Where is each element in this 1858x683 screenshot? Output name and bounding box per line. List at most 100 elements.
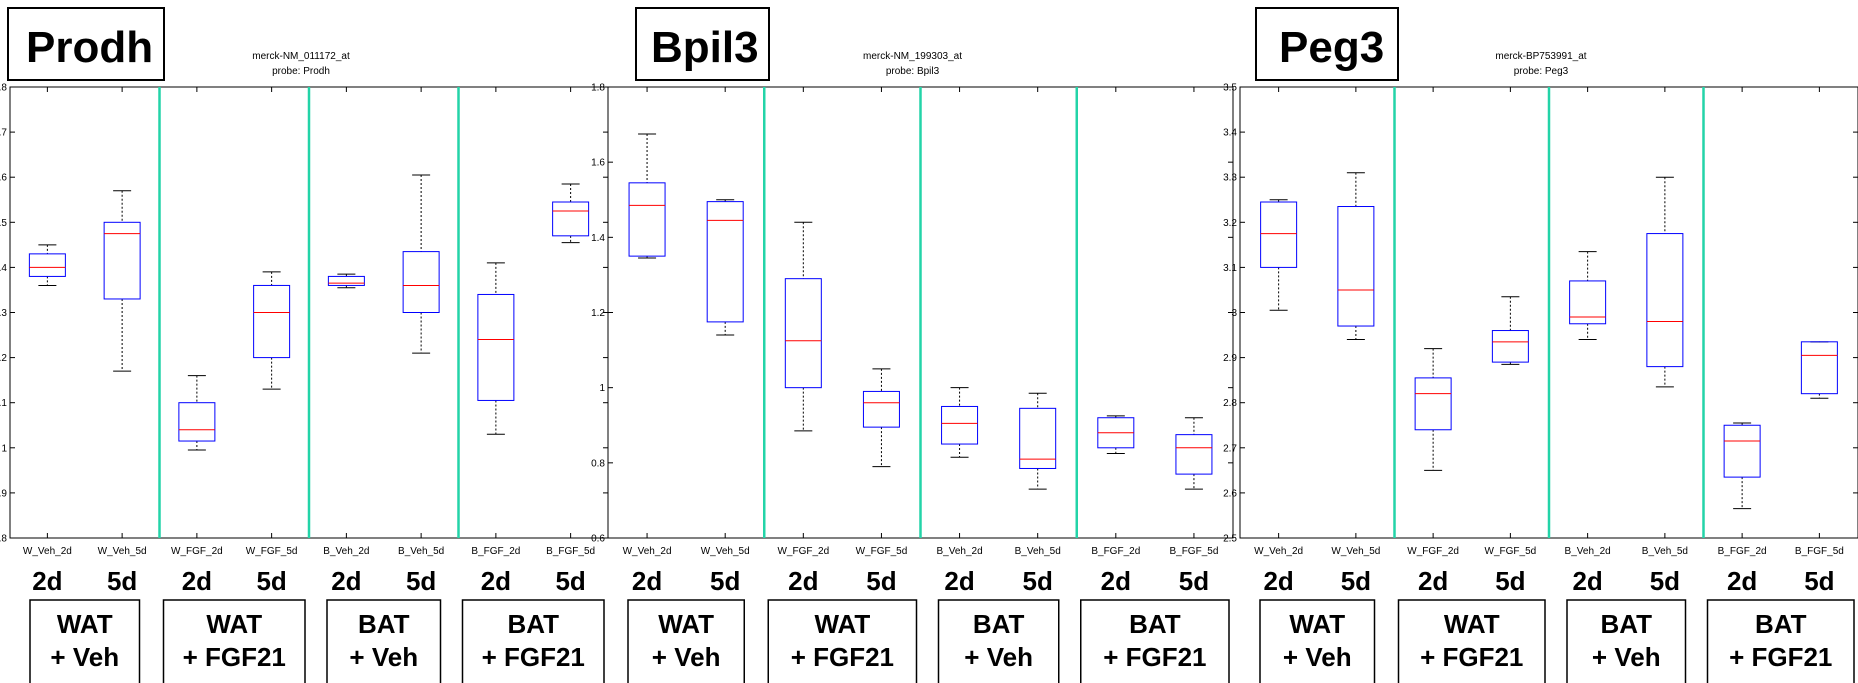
gene-label: Peg3 bbox=[1279, 23, 1384, 72]
day-label: 2d bbox=[1572, 566, 1602, 596]
group-label-box: BAT+ FGF21 bbox=[1080, 599, 1230, 683]
group-label-box: BAT+ FGF21 bbox=[461, 599, 605, 683]
group-box-frame bbox=[29, 599, 141, 683]
box-iqr bbox=[1019, 407, 1057, 469]
y-tick-label: 0.6 bbox=[591, 534, 605, 545]
group-label-box: WAT+ FGF21 bbox=[1397, 599, 1546, 683]
group-box-frame bbox=[767, 599, 918, 683]
group-label-line2: + Veh bbox=[349, 642, 418, 672]
box-iqr bbox=[941, 405, 979, 445]
group-label-line2: + FGF21 bbox=[1103, 642, 1206, 672]
y-tick-label: .4 bbox=[0, 263, 7, 274]
y-tick-label: 2.5 bbox=[1223, 534, 1237, 545]
day-label: 2d bbox=[788, 566, 818, 596]
box-iqr bbox=[402, 251, 440, 314]
y-tick-label: 3.5 bbox=[1223, 83, 1237, 94]
group-box-frame bbox=[1566, 599, 1687, 683]
y-tick-label: 3.1 bbox=[1223, 263, 1237, 274]
day-label: 2d bbox=[32, 566, 62, 596]
chart-title-line2: probe: Bpil3 bbox=[886, 66, 940, 77]
y-tick-label: .9 bbox=[0, 488, 7, 499]
group-label-line2: + Veh bbox=[652, 642, 721, 672]
y-tick-label: 1 bbox=[1, 443, 7, 454]
y-tick-label: 3.3 bbox=[1223, 173, 1237, 184]
box-iqr bbox=[1723, 424, 1761, 478]
x-tick-label: B_Veh_5d bbox=[398, 546, 444, 557]
chart-title-line2: probe: Peg3 bbox=[1514, 66, 1569, 77]
group-box-frame bbox=[162, 599, 306, 683]
y-tick-label: 0.8 bbox=[591, 458, 605, 469]
box-iqr bbox=[1337, 206, 1375, 327]
x-tick-label: W_FGF_2d bbox=[777, 546, 829, 557]
day-label: 2d bbox=[1263, 566, 1293, 596]
y-tick-label: .8 bbox=[0, 83, 7, 94]
day-label: 2d bbox=[944, 566, 974, 596]
group-label-line2: + Veh bbox=[964, 642, 1033, 672]
day-label: 5d bbox=[866, 566, 896, 596]
gene-label-box bbox=[1255, 7, 1399, 81]
box-iqr bbox=[1646, 233, 1684, 368]
group-label-line2: + FGF21 bbox=[1420, 642, 1523, 672]
group-label-box: BAT+ Veh bbox=[1566, 599, 1687, 683]
day-label: 5d bbox=[406, 566, 436, 596]
box-iqr bbox=[1175, 434, 1213, 475]
boxplot-panel-bpil3: Bpil3 merck-NM_199303_at probe: Bpil3 0.6 0.… bbox=[591, 7, 1234, 683]
day-label: 5d bbox=[256, 566, 286, 596]
group-label-line1: BAT bbox=[973, 609, 1025, 639]
box-iqr bbox=[253, 284, 291, 359]
day-label: 5d bbox=[1341, 566, 1371, 596]
group-label-line1: WAT bbox=[57, 609, 113, 639]
chart-title-line1: merck-NM_011172_at bbox=[252, 51, 350, 62]
group-label-box: BAT+ Veh bbox=[937, 599, 1060, 683]
group-label-line1: WAT bbox=[1289, 609, 1345, 639]
y-tick-label: 1 bbox=[599, 383, 605, 394]
group-label-box: BAT+ FGF21 bbox=[1706, 599, 1855, 683]
day-label: 5d bbox=[1179, 566, 1209, 596]
x-tick-label: W_Veh_2d bbox=[1254, 546, 1303, 557]
y-tick-label: .1 bbox=[0, 398, 7, 409]
day-label: 2d bbox=[632, 566, 662, 596]
group-label-line2: + FGF21 bbox=[482, 642, 585, 672]
gene-label-box bbox=[635, 7, 770, 81]
boxplot-panel-peg3: Peg3 merck-BP753991_at probe: Peg3 2.5 2.6 2.… bbox=[1223, 7, 1858, 683]
day-label: 5d bbox=[1023, 566, 1053, 596]
box-iqr bbox=[784, 278, 822, 389]
x-tick-label: B_Veh_5d bbox=[1015, 546, 1061, 557]
group-label-line1: BAT bbox=[507, 609, 559, 639]
box-iqr bbox=[706, 201, 744, 323]
x-tick-label: W_Veh_2d bbox=[23, 546, 72, 557]
group-label-line1: BAT bbox=[1600, 609, 1652, 639]
y-tick-label: 1.6 bbox=[591, 158, 605, 169]
group-label-line2: + Veh bbox=[1283, 642, 1352, 672]
chart-title-line2: probe: Prodh bbox=[272, 66, 330, 77]
box-iqr bbox=[103, 221, 141, 300]
gene-label-box bbox=[7, 7, 165, 81]
x-tick-label: B_FGF_2d bbox=[1091, 546, 1140, 557]
group-label-box: WAT+ Veh bbox=[627, 599, 745, 683]
box-iqr bbox=[28, 253, 66, 277]
x-tick-label: W_Veh_5d bbox=[1331, 546, 1380, 557]
y-tick-label: .6 bbox=[0, 173, 7, 184]
x-tick-label: B_FGF_5d bbox=[1169, 546, 1218, 557]
day-label: 5d bbox=[1650, 566, 1680, 596]
y-tick-label: 2.6 bbox=[1223, 488, 1237, 499]
group-label-line1: WAT bbox=[1444, 609, 1500, 639]
box-iqr bbox=[477, 293, 515, 401]
x-tick-label: B_FGF_2d bbox=[1718, 546, 1767, 557]
day-label: 2d bbox=[331, 566, 361, 596]
group-label-line1: WAT bbox=[814, 609, 870, 639]
y-tick-label: 2.8 bbox=[1223, 398, 1237, 409]
box-iqr bbox=[1491, 330, 1529, 363]
box-iqr bbox=[1414, 377, 1452, 431]
group-box-frame bbox=[1397, 599, 1546, 683]
box-iqr bbox=[178, 402, 216, 442]
y-tick-label: 3.4 bbox=[1223, 128, 1237, 139]
x-tick-label: B_FGF_5d bbox=[1795, 546, 1844, 557]
group-label-line2: + FGF21 bbox=[1729, 642, 1832, 672]
group-box-frame bbox=[461, 599, 605, 683]
x-tick-label: B_FGF_2d bbox=[471, 546, 520, 557]
x-tick-label: B_Veh_2d bbox=[1565, 546, 1611, 557]
chart-title-line1: merck-NM_199303_at bbox=[863, 51, 962, 62]
y-tick-label: 1.4 bbox=[591, 233, 605, 244]
group-label-line2: + Veh bbox=[50, 642, 119, 672]
